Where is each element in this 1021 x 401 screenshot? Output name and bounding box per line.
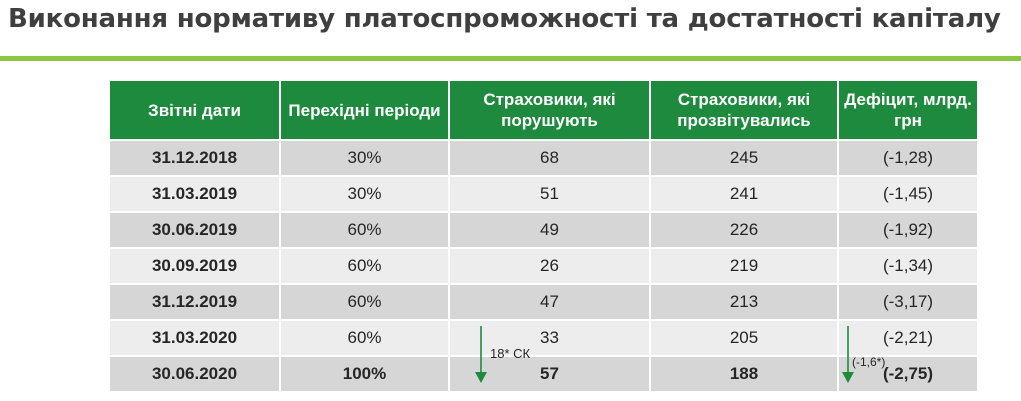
cell-period: 100% xyxy=(279,355,449,391)
table-row: 31.03.2019 30% 51 241 (-1,45) xyxy=(110,175,977,212)
cell-date: 30.09.2019 xyxy=(110,247,280,284)
down-arrow-icon xyxy=(842,326,854,383)
header-transition-periods: Перехідні періоди xyxy=(279,81,449,140)
cell-deficit: (-1,45) xyxy=(837,175,977,212)
table-row: 31.12.2019 60% 47 213 (-3,17) xyxy=(110,283,977,320)
cell-reported: 213 xyxy=(649,283,838,320)
header-reporting-insurers: Страховики, які прозвітувались xyxy=(649,81,838,140)
violators-note: 18* СК xyxy=(490,346,531,361)
cell-date: 31.12.2018 xyxy=(110,139,280,176)
header-violating-insurers: Страховики, які порушують xyxy=(448,81,650,140)
cell-date: 30.06.2020 xyxy=(110,355,280,391)
cell-reported: 226 xyxy=(649,211,838,248)
cell-reported: 188 xyxy=(649,355,838,391)
cell-violators: 49 xyxy=(448,211,650,248)
cell-period: 30% xyxy=(279,139,449,176)
cell-deficit: (-2,75) xyxy=(837,355,977,391)
table-row: 30.06.2019 60% 49 226 (-1,92) xyxy=(110,211,977,248)
cell-period: 60% xyxy=(279,211,449,248)
cell-deficit: (-1,34) xyxy=(837,247,977,284)
cell-deficit: (-1,28) xyxy=(837,139,977,176)
header-reporting-dates: Звітні дати xyxy=(110,81,280,140)
title-divider xyxy=(0,56,1021,61)
cell-date: 31.03.2019 xyxy=(110,175,280,212)
cell-reported: 219 xyxy=(649,247,838,284)
cell-deficit: (-2,21) xyxy=(837,319,977,356)
cell-date: 31.03.2020 xyxy=(110,319,280,356)
table-row: 30.06.2020 100% 57 188 (-2,75) xyxy=(110,355,977,391)
cell-period: 30% xyxy=(279,175,449,212)
cell-reported: 241 xyxy=(649,175,838,212)
cell-period: 60% xyxy=(279,283,449,320)
cell-deficit: (-1,92) xyxy=(837,211,977,248)
cell-violators: 51 xyxy=(448,175,650,212)
table-row: 31.12.2018 30% 68 245 (-1,28) xyxy=(110,139,977,176)
cell-period: 60% xyxy=(279,247,449,284)
cell-date: 30.06.2019 xyxy=(110,211,280,248)
cell-reported: 245 xyxy=(649,139,838,176)
cell-reported: 205 xyxy=(649,319,838,356)
table-row: 31.03.2020 60% 33 205 (-2,21) xyxy=(110,319,977,356)
deficit-note: (-1,6*) xyxy=(852,355,886,369)
cell-period: 60% xyxy=(279,319,449,356)
cell-violators: 47 xyxy=(448,283,650,320)
cell-violators: 68 xyxy=(448,139,650,176)
solvency-table: Звітні дати Перехідні періоди Страховики… xyxy=(110,81,977,391)
header-deficit: Дефіцит, млрд. грн xyxy=(837,81,977,140)
table-header-row: Звітні дати Перехідні періоди Страховики… xyxy=(110,81,977,140)
cell-deficit: (-3,17) xyxy=(837,283,977,320)
down-arrow-icon xyxy=(475,326,487,383)
cell-date: 31.12.2019 xyxy=(110,283,280,320)
page-title: Виконання нормативу платоспроможності та… xyxy=(8,4,1001,34)
cell-violators: 26 xyxy=(448,247,650,284)
table-row: 30.09.2019 60% 26 219 (-1,34) xyxy=(110,247,977,284)
